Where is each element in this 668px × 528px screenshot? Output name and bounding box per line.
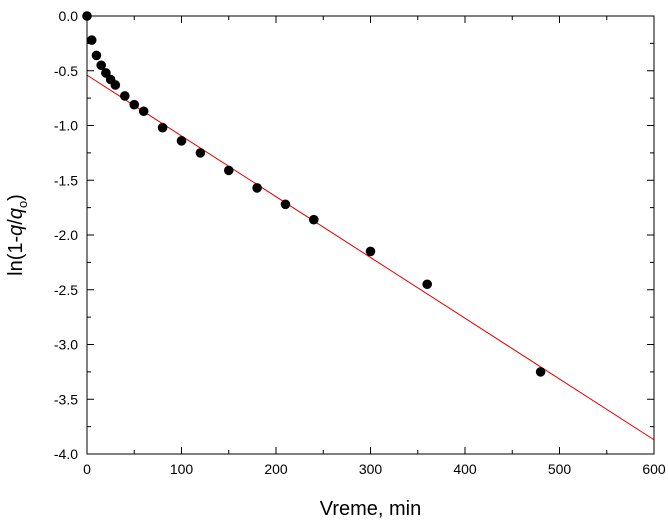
y-axis-label-suffix: ) bbox=[5, 194, 27, 201]
data-point bbox=[129, 99, 140, 110]
x-tick-label: 0 bbox=[83, 461, 91, 477]
y-axis-label-prefix: ln(1- bbox=[5, 236, 27, 276]
data-point bbox=[176, 136, 187, 146]
fit-line-layer bbox=[86, 74, 655, 441]
x-tick-label: 500 bbox=[548, 461, 572, 477]
y-axis-label-subscript: o bbox=[15, 201, 30, 208]
data-points-layer bbox=[82, 11, 546, 377]
data-point bbox=[86, 35, 97, 45]
y-tick-label: -0.5 bbox=[54, 63, 78, 79]
x-tick-label: 200 bbox=[264, 461, 288, 477]
data-point bbox=[365, 246, 376, 257]
x-tick-label: 600 bbox=[642, 461, 666, 477]
data-point bbox=[422, 279, 433, 290]
x-tick-label: 300 bbox=[359, 461, 383, 477]
y-axis-label: ln(1-q/qo) bbox=[5, 194, 30, 276]
data-point bbox=[252, 183, 262, 193]
y-tick-label: -1.5 bbox=[54, 172, 78, 188]
y-axis-label-slash: / bbox=[5, 219, 27, 225]
fit-line bbox=[86, 74, 655, 441]
y-tick-label: -2.5 bbox=[54, 282, 78, 298]
y-tick-label: -3.5 bbox=[54, 391, 78, 407]
data-point bbox=[195, 148, 206, 158]
x-tick-label: 400 bbox=[453, 461, 477, 477]
y-tick-label: -2.0 bbox=[54, 227, 78, 243]
data-point bbox=[280, 199, 291, 210]
data-point bbox=[110, 80, 121, 90]
data-point bbox=[309, 214, 319, 225]
plot-frame bbox=[86, 15, 655, 455]
data-point bbox=[91, 50, 102, 61]
x-tick-label: 100 bbox=[170, 461, 194, 477]
x-axis-label: Vreme, min bbox=[320, 498, 422, 520]
data-point bbox=[157, 122, 168, 133]
y-axis-label-q: q bbox=[5, 225, 27, 236]
data-point bbox=[223, 165, 234, 176]
y-axis-label-q0: q bbox=[5, 208, 27, 219]
data-point bbox=[96, 60, 106, 71]
data-point bbox=[535, 367, 546, 377]
ticks-layer: 0 100 200 300 400 500 600 0.0 -0.5 -1.0 -1.5 -2.0 -2… bbox=[54, 8, 666, 477]
data-point bbox=[120, 91, 130, 101]
y-tick-label: -3.0 bbox=[54, 337, 78, 353]
y-tick-label: 0.0 bbox=[59, 8, 79, 24]
y-tick-label: -1.0 bbox=[54, 118, 78, 134]
y-tick-label: -4.0 bbox=[54, 446, 78, 462]
data-point bbox=[138, 106, 149, 117]
